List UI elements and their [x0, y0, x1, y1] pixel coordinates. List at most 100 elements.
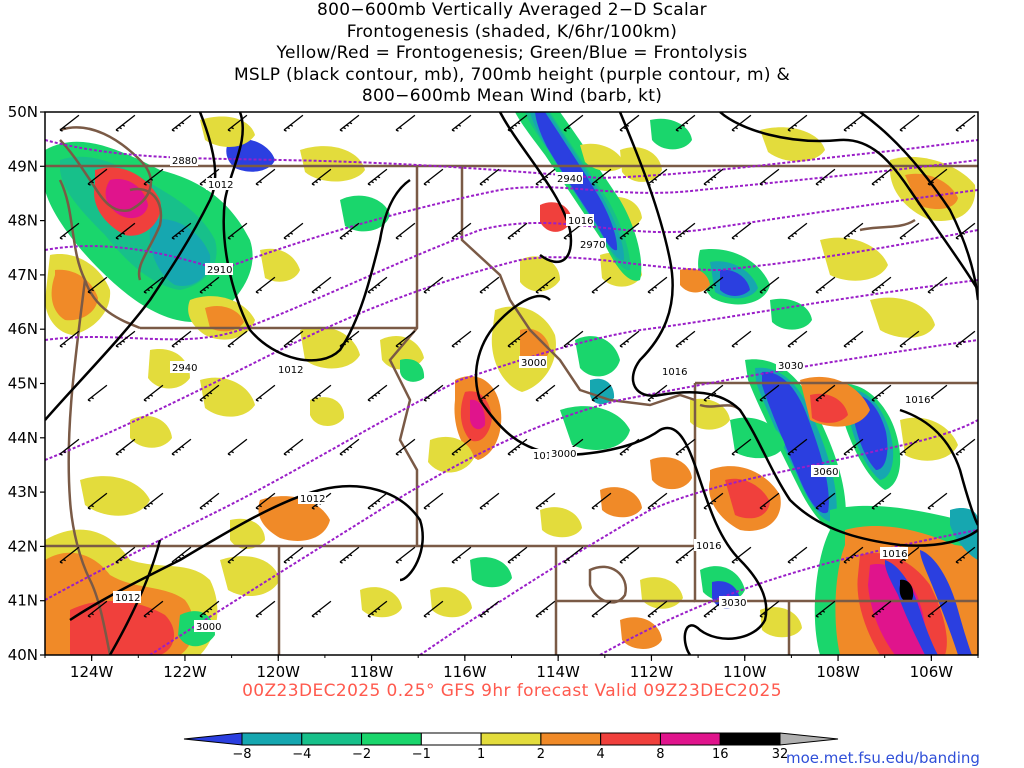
label-1016-d: 1016 — [694, 539, 722, 552]
wind-barb — [843, 330, 864, 348]
colorbar-segment — [480, 732, 542, 746]
wind-barb — [311, 384, 332, 402]
wind-barb — [171, 222, 192, 240]
wind-barb — [675, 330, 696, 348]
wind-barb — [535, 492, 556, 510]
lat-label: 49N — [8, 157, 38, 175]
wind-barb — [367, 168, 388, 186]
wind-barb — [87, 492, 108, 510]
title-line-5: 800−600mb Mean Wind (barb, kt) — [361, 86, 663, 106]
wind-barb — [899, 114, 920, 132]
wind-barb — [59, 438, 80, 456]
wind-barb — [703, 492, 724, 510]
lon-label: 106W — [910, 663, 954, 681]
colorbar-segment — [420, 732, 482, 746]
wind-barb — [255, 168, 276, 186]
lon-label: 122W — [163, 663, 207, 681]
wind-barb — [563, 330, 584, 348]
wind-barb — [423, 492, 444, 510]
wind-barb — [927, 168, 948, 186]
lon-label: 114W — [536, 663, 580, 681]
lon-label: 108W — [816, 663, 860, 681]
wind-barb — [815, 168, 836, 186]
lon-label: 118W — [350, 663, 394, 681]
wind-barb — [451, 114, 472, 132]
lat-label: 45N — [8, 375, 38, 393]
wind-barb — [507, 330, 528, 348]
colorbar-segment — [540, 732, 602, 746]
wind-barb — [423, 168, 444, 186]
wind-barb — [955, 222, 976, 240]
svg-text:1016: 1016 — [662, 367, 687, 378]
wind-barb — [199, 600, 220, 618]
colorbar-label: 32 — [772, 747, 789, 762]
wind-barb — [171, 546, 192, 564]
wind-barbs — [59, 114, 976, 618]
mslp-contour-1016-se — [899, 408, 978, 526]
wind-barb — [171, 438, 192, 456]
svg-text:1016: 1016 — [568, 216, 593, 227]
wind-barb — [927, 600, 948, 618]
wind-barb — [115, 438, 136, 456]
wind-barb — [591, 492, 612, 510]
wind-barb — [227, 222, 248, 240]
svg-text:1016: 1016 — [905, 395, 930, 406]
wind-barb — [311, 600, 332, 618]
colorbar-segment — [361, 732, 422, 746]
longitude-axis: 124W 122W 120W 118W 116W 114W 112W 110W 108W 106W — [44, 655, 979, 681]
wind-barb — [143, 168, 164, 186]
svg-text:2940: 2940 — [172, 363, 197, 374]
mslp-contour-1016-east — [618, 112, 978, 547]
wind-barb — [283, 330, 304, 348]
colorbar-label: 2 — [537, 747, 545, 762]
wind-barb — [339, 546, 360, 564]
coastline-vancouver — [59, 126, 152, 213]
wind-barb — [731, 330, 752, 348]
wind-barb — [899, 546, 920, 564]
wind-barb — [955, 114, 976, 132]
wind-barb — [815, 384, 836, 402]
wind-barb — [647, 492, 668, 510]
wind-barb — [59, 330, 80, 348]
wind-barb — [255, 384, 276, 402]
wind-barb — [563, 546, 584, 564]
wind-barb — [283, 438, 304, 456]
colorbar-segment — [600, 732, 661, 746]
wind-barb — [871, 276, 892, 294]
wind-barb — [87, 168, 108, 186]
colorbar: −8 −4 −2 −1 1 2 4 8 16 32 — [183, 732, 839, 762]
wind-barb — [955, 438, 976, 456]
wind-barb — [171, 114, 192, 132]
wind-barb — [535, 276, 556, 294]
height-contour-2970 — [45, 229, 978, 461]
label-2910: 2910 — [205, 263, 233, 276]
wind-barb — [143, 276, 164, 294]
wind-barb — [227, 438, 248, 456]
credit-link[interactable]: moe.met.fsu.edu/banding — [786, 749, 980, 767]
wind-barb — [563, 114, 584, 132]
wind-barb — [619, 222, 640, 240]
wind-barb — [479, 384, 500, 402]
title-line-1: 800−600mb Vertically Averaged 2−D Scalar — [317, 0, 707, 20]
wind-barb — [199, 168, 220, 186]
wind-barb — [115, 114, 136, 132]
wind-barb — [815, 600, 836, 618]
wind-barb — [115, 330, 136, 348]
wind-barb — [535, 600, 556, 618]
colorbar-arrow-low — [183, 732, 243, 746]
wind-barb — [619, 546, 640, 564]
lon-label: 124W — [70, 663, 114, 681]
wind-barb — [731, 438, 752, 456]
wind-barb — [451, 222, 472, 240]
wind-barb — [759, 384, 780, 402]
wind-barb — [339, 114, 360, 132]
wind-barb — [479, 492, 500, 510]
height-contour-3060 — [419, 419, 978, 655]
wind-barb — [507, 114, 528, 132]
label-1016-a: 1016 — [566, 214, 594, 227]
wind-barb — [675, 438, 696, 456]
coastline-or-ca — [67, 279, 112, 655]
wind-barb — [367, 276, 388, 294]
coastline-wa — [58, 179, 141, 330]
colorbar-label: −1 — [412, 747, 431, 762]
